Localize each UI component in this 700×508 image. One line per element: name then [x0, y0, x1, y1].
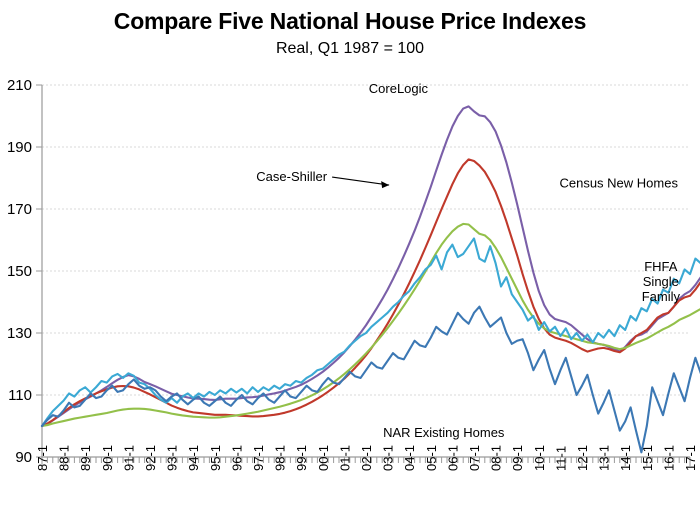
x-axis-label: 09-1 [510, 445, 525, 471]
x-axis-label: 12-1 [575, 445, 590, 471]
x-axis-label: 99-1 [294, 445, 309, 471]
x-axis-label: 04-1 [402, 445, 417, 471]
series-line-nar-existing-homes [40, 305, 700, 454]
annotation-fhfa-single-family: Family [642, 289, 681, 304]
chart-title: Compare Five National House Price Indexe… [113, 8, 587, 34]
x-axis-label: 03-1 [381, 445, 396, 471]
x-axis-label: 16-1 [661, 445, 676, 471]
y-axis-group: 90 110 130 150 170 190 210 [7, 77, 43, 466]
x-axis-label: 13-1 [597, 445, 612, 471]
y-axis-label: 210 [7, 77, 32, 94]
y-axis-label: 150 [7, 263, 32, 280]
series-line-corelogic [40, 105, 700, 428]
x-axis-label: 00-1 [316, 445, 331, 471]
x-axis-label: 89-1 [78, 445, 93, 471]
annotation-census-new-homes: Census New Homes [559, 175, 678, 190]
x-axis-label: 92-1 [143, 445, 158, 471]
x-axis-label: 10-1 [532, 445, 547, 471]
series-line-census-new-homes [40, 237, 700, 428]
x-axis-label: 91-1 [121, 445, 136, 471]
x-axis-label: 01-1 [337, 445, 352, 471]
x-axis-label: 90-1 [100, 445, 115, 471]
x-axis-label: 87-1 [35, 445, 50, 471]
x-axis-label: 96-1 [229, 445, 244, 471]
x-axis-label: 17-1 [683, 445, 698, 471]
annotation-arrow-head [381, 181, 390, 189]
x-axis-label: 08-1 [489, 445, 504, 471]
annotation-nar-existing-homes: NAR Existing Homes [383, 425, 505, 440]
x-axis-label: 88-1 [57, 445, 72, 471]
series-annotations-group: CoreLogic Case-Shiller Census New Homes FHF… [256, 81, 680, 440]
series-line-fhfa-single-family [40, 222, 700, 428]
annotation-fhfa-single-family: Single [643, 274, 679, 289]
x-axis-label: 94-1 [186, 445, 201, 471]
x-axis-label: 98-1 [273, 445, 288, 471]
annotation-case-shiller: Case-Shiller [256, 169, 327, 184]
x-axis-label: 06-1 [445, 445, 460, 471]
y-axis-label: 170 [7, 201, 32, 218]
x-axis-label: 97-1 [251, 445, 266, 471]
x-axis-label: 15-1 [640, 445, 655, 471]
y-axis-label: 130 [7, 325, 32, 342]
x-axis-label: 14-1 [618, 445, 633, 471]
x-axis-label: 02-1 [359, 445, 374, 471]
y-axis-label: 190 [7, 139, 32, 156]
annotation-arrow-line [332, 176, 390, 186]
gridlines-group [42, 84, 690, 396]
data-series-group [40, 105, 700, 454]
x-axis-group: 87-1 88-1 89-1 90-1 91-1 92-1 93-1 94-1 95-1 96-1… [35, 445, 698, 471]
chart-subtitle: Real, Q1 1987 = 100 [275, 40, 425, 57]
x-axis-label: 07-1 [467, 445, 482, 471]
x-axis-label: 05-1 [424, 445, 439, 471]
y-axis-label: 110 [8, 387, 32, 404]
annotation-corelogic: CoreLogic [369, 81, 429, 96]
y-axis-label: 90 [15, 449, 32, 466]
x-axis-label: 93-1 [165, 445, 180, 471]
x-axis-label: 11-1 [553, 446, 568, 471]
x-axis-label: 95-1 [208, 445, 223, 471]
annotation-fhfa-single-family: FHFA [644, 259, 678, 274]
